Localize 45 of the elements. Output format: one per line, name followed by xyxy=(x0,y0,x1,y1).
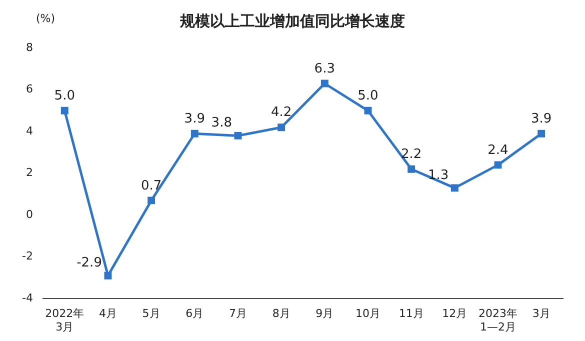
data-label: 3.9 xyxy=(184,111,205,126)
data-label: 4.2 xyxy=(270,105,292,120)
point xyxy=(538,130,546,138)
point xyxy=(148,196,156,204)
data-label: 3.8 xyxy=(211,116,232,131)
data-label: 2.4 xyxy=(488,142,508,158)
point xyxy=(234,132,242,140)
point xyxy=(104,272,112,280)
y-tick-label: 6 xyxy=(26,82,33,96)
point xyxy=(278,124,286,132)
data-label: -2.9 xyxy=(76,256,102,271)
point xyxy=(190,130,198,138)
point xyxy=(60,106,68,114)
data-label: 6.3 xyxy=(314,61,335,76)
x-tick-label: 2022年 3月 xyxy=(45,307,84,334)
y-tick-label: 2 xyxy=(26,166,33,180)
data-label: 5.0 xyxy=(358,88,378,104)
chart-title: 规模以上工业增加值同比增长速度 xyxy=(180,12,405,30)
data-label: 5.0 xyxy=(54,88,75,104)
y-tick-label: -2 xyxy=(22,250,33,263)
point xyxy=(408,165,416,173)
data-label: 1.3 xyxy=(428,168,449,183)
x-tick-label: 4月 xyxy=(98,307,117,320)
point xyxy=(320,80,328,88)
x-tick-label: 9月 xyxy=(316,307,334,320)
x-tick-label: 6月 xyxy=(186,307,204,320)
x-tick-label: 7月 xyxy=(228,307,247,320)
x-tick-label: 8月 xyxy=(272,307,290,320)
y-tick-label: 8 xyxy=(26,40,33,54)
x-tick-label: 11月 xyxy=(398,307,424,320)
x-tick-label: 3月 xyxy=(532,307,550,320)
data-label: 2.2 xyxy=(400,147,422,162)
y-tick-label: 0 xyxy=(26,208,33,221)
point xyxy=(494,161,502,169)
data-label: 0.7 xyxy=(140,178,162,194)
y-tick-label: -4 xyxy=(22,291,33,304)
data-label: 3.9 xyxy=(530,111,552,126)
y-axis-title: (%) xyxy=(36,12,56,25)
point xyxy=(364,106,372,114)
x-tick-label: 12月 xyxy=(442,307,468,320)
x-tick-label: 10月 xyxy=(355,307,380,320)
y-tick-label: 4 xyxy=(26,124,33,138)
x-tick-label: 2023年 1—2月 xyxy=(478,307,518,334)
point xyxy=(450,184,458,192)
x-tick-label: 5月 xyxy=(142,307,160,320)
